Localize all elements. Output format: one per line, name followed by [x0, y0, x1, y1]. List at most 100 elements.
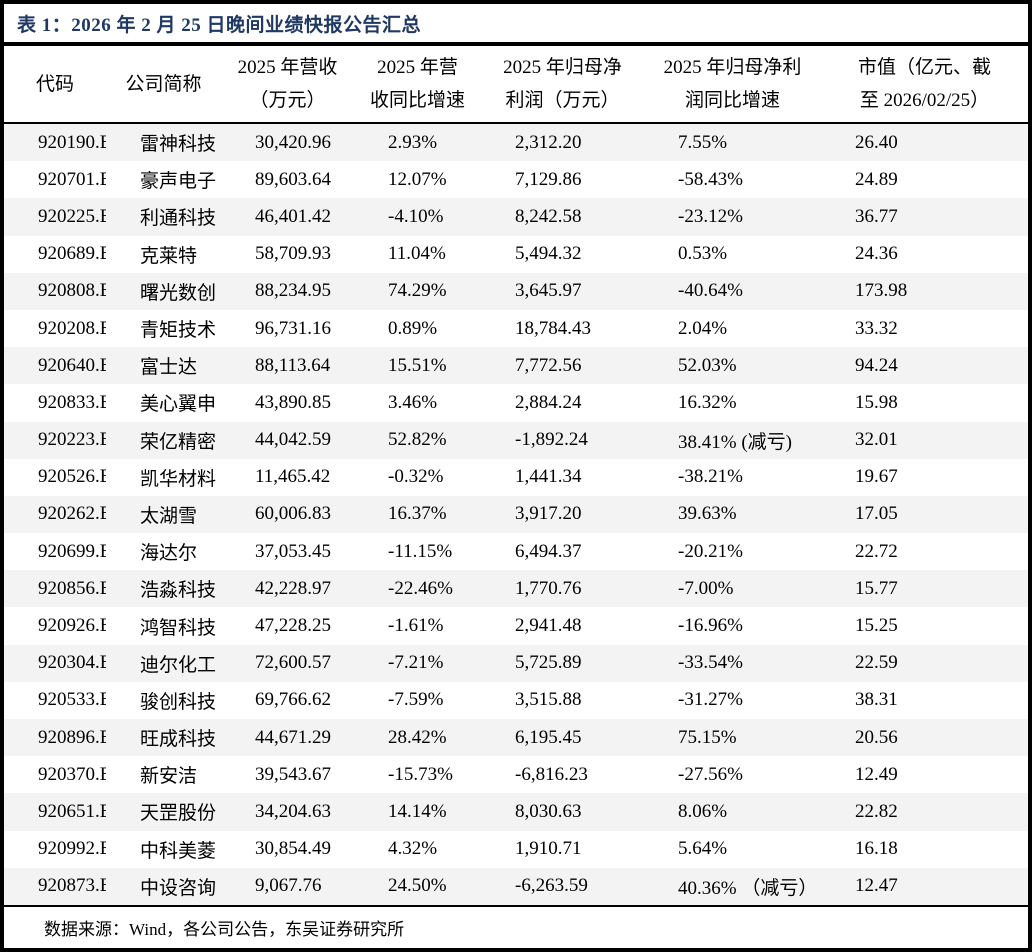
cell-revenue: 72,600.57 — [255, 652, 331, 674]
table-row: 920208.BJ 青矩技术 96,731.16 0.89% 18,784.43… — [4, 309, 1028, 348]
cell-revenue: 43,890.85 — [255, 391, 331, 413]
cell-code: 920304.BJ — [38, 652, 106, 674]
table-body: 920190.BJ 雷神科技 30,420.96 2.93% 2,312.20 … — [4, 123, 1028, 905]
header-line: 利润（万元） — [505, 90, 620, 111]
cell-net-profit-yoy: 7.55% — [678, 131, 728, 153]
cell-net-profit-yoy: -27.56% — [678, 763, 743, 785]
cell-company: 中设咨询 — [140, 877, 217, 899]
cell-net-profit: 6,195.45 — [515, 726, 582, 748]
table-row: 920896.BJ 旺成科技 44,671.29 28.42% 6,195.45… — [4, 719, 1028, 757]
table-row: 920699.BJ 海达尔 37,053.45 -11.15% 6,494.37… — [4, 533, 1028, 571]
cell-code: 920992.BJ — [38, 838, 106, 860]
cell-revenue: 69,766.62 — [255, 689, 331, 711]
cell-net-profit-yoy: -7.00% — [678, 577, 734, 599]
cell-revenue-yoy: -7.21% — [388, 652, 444, 674]
cell-net-profit-yoy: -40.64% — [678, 280, 743, 302]
table-row: 920689.BJ 克莱特 58,709.93 11.04% 5,494.32 … — [4, 235, 1028, 273]
cell-code: 920926.BJ — [38, 615, 106, 637]
cell-company: 克莱特 — [140, 245, 198, 267]
column-header-market-cap: 市值（亿元、截 至 2026/02/25） — [821, 46, 1028, 124]
cell-revenue: 37,053.45 — [255, 540, 331, 562]
cell-revenue: 34,204.63 — [255, 800, 331, 822]
cell-net-profit: 6,494.37 — [515, 540, 582, 562]
header-line: 2025 年归母净 — [503, 57, 622, 78]
cell-company: 中科美菱 — [140, 840, 217, 862]
cell-revenue-yoy: 16.37% — [388, 503, 447, 525]
cell-company: 青矩技术 — [140, 320, 217, 342]
cell-revenue: 42,228.97 — [255, 577, 331, 599]
cell-revenue-yoy: -7.59% — [388, 689, 444, 711]
cell-code: 920533.BJ — [38, 689, 106, 711]
column-header-revenue-yoy: 2025 年营 收同比增速 — [354, 46, 481, 124]
data-source: 数据来源：Wind，各公司公告，东吴证券研究所 — [44, 919, 405, 939]
cell-code: 920526.BJ — [38, 466, 106, 488]
cell-net-profit: 3,917.20 — [515, 503, 582, 525]
cell-revenue-yoy: -15.73% — [388, 763, 453, 785]
cell-revenue-yoy: -4.10% — [388, 205, 444, 227]
cell-net-profit: -6,263.59 — [515, 875, 588, 897]
cell-revenue: 58,709.93 — [255, 243, 331, 265]
table-row: 920526.BJ 凯华材料 11,465.42 -0.32% 1,441.34… — [4, 458, 1028, 496]
header-line: 润同比增速 — [684, 90, 780, 111]
header-line: 市值（亿元、截 — [857, 57, 991, 78]
cell-market-cap: 94.24 — [855, 354, 898, 376]
cell-revenue-yoy: 0.89% — [388, 317, 438, 339]
cell-net-profit-yoy: -16.96% — [678, 615, 743, 637]
cell-market-cap: 16.18 — [855, 838, 898, 860]
cell-net-profit-yoy: 40.36% （减亏） — [678, 877, 818, 899]
cell-revenue-yoy: 24.50% — [388, 875, 447, 897]
cell-net-profit: 8,242.58 — [515, 205, 582, 227]
cell-code: 920833.BJ — [38, 391, 106, 413]
cell-market-cap: 20.56 — [855, 726, 898, 748]
cell-market-cap: 22.72 — [855, 540, 898, 562]
cell-revenue: 9,067.76 — [255, 875, 322, 897]
cell-revenue-yoy: 2.93% — [388, 131, 438, 153]
cell-net-profit: 3,515.88 — [515, 689, 582, 711]
cell-revenue-yoy: 11.04% — [388, 243, 446, 265]
table-row: 920833.BJ 美心翼申 43,890.85 3.46% 2,884.24 … — [4, 384, 1028, 422]
column-header-net-profit: 2025 年归母净 利润（万元） — [481, 46, 644, 124]
cell-net-profit: 7,772.56 — [515, 354, 582, 376]
cell-net-profit-yoy: 16.32% — [678, 391, 737, 413]
cell-code: 920689.BJ — [38, 243, 106, 265]
cell-market-cap: 15.25 — [855, 615, 898, 637]
cell-revenue-yoy: 28.42% — [388, 726, 447, 748]
cell-revenue-yoy: -22.46% — [388, 577, 453, 599]
table-row: 920533.BJ 骏创科技 69,766.62 -7.59% 3,515.88… — [4, 681, 1028, 719]
cell-revenue: 46,401.42 — [255, 205, 331, 227]
cell-company: 美心翼申 — [140, 394, 217, 416]
cell-net-profit: -1,892.24 — [515, 429, 588, 451]
cell-net-profit-yoy: 75.15% — [678, 726, 737, 748]
cell-market-cap: 24.36 — [855, 243, 898, 265]
cell-market-cap: 26.40 — [855, 131, 898, 153]
cell-code: 920225.BJ — [38, 205, 106, 227]
cell-company: 骏创科技 — [140, 691, 217, 713]
table-row: 920808.BJ 曙光数创 88,234.95 74.29% 3,645.97… — [4, 272, 1028, 310]
results-table: 代码 公司简称 2025 年营收 （万元） 2025 年营 收同比增速 2025… — [4, 46, 1028, 905]
cell-net-profit: 3,645.97 — [515, 280, 582, 302]
cell-market-cap: 22.82 — [855, 800, 898, 822]
header-line: （万元） — [249, 90, 326, 111]
header-line: 代码 — [35, 73, 74, 95]
cell-code: 920701.BJ — [38, 168, 106, 190]
cell-company: 迪尔化工 — [140, 654, 217, 676]
cell-net-profit: 2,884.24 — [515, 391, 582, 413]
header-line: 2025 年营收 — [237, 57, 338, 78]
cell-revenue-yoy: 12.07% — [388, 168, 447, 190]
cell-code: 920873.BJ — [38, 875, 106, 897]
cell-revenue: 88,113.64 — [255, 354, 331, 376]
cell-net-profit: 2,312.20 — [515, 131, 582, 153]
table-title-bar: 表 1：2026 年 2 月 25 日晚间业绩快报公告汇总 — [4, 4, 1028, 46]
cell-revenue: 30,420.96 — [255, 131, 331, 153]
cell-revenue: 39,543.67 — [255, 763, 331, 785]
cell-net-profit-yoy: 0.53% — [678, 243, 728, 265]
cell-net-profit: 1,910.71 — [515, 838, 582, 860]
cell-market-cap: 12.49 — [855, 763, 898, 785]
cell-revenue-yoy: 52.82% — [388, 429, 447, 451]
cell-net-profit-yoy: 39.63% — [678, 503, 737, 525]
cell-market-cap: 17.05 — [855, 503, 898, 525]
cell-company: 太湖雪 — [140, 505, 198, 527]
cell-net-profit: 7,129.86 — [515, 168, 582, 190]
cell-net-profit: 5,725.89 — [515, 652, 582, 674]
